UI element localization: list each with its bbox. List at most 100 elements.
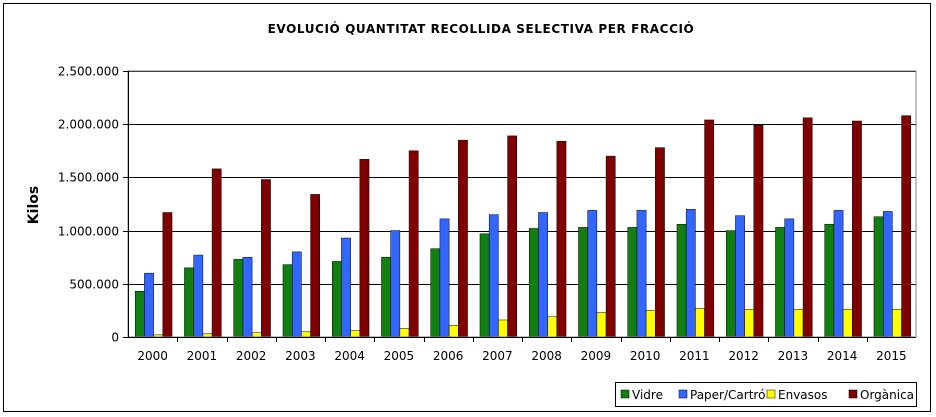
bar-paper-cartr--2014 <box>833 210 844 338</box>
legend-label-envasos: Envasos <box>778 388 828 402</box>
bar-vidre-2000 <box>134 291 145 338</box>
bar-paper-cartr--2001 <box>193 254 204 338</box>
bar-paper-cartr--2012 <box>735 215 745 338</box>
bar-org-nica-2011 <box>704 119 715 338</box>
x-tick-label: 2009 <box>581 349 612 363</box>
bar-envasos-2006 <box>448 325 459 338</box>
x-tick-label: 2005 <box>384 349 415 363</box>
axes <box>123 70 917 342</box>
y-tick-label: 1.500.000 <box>58 171 119 185</box>
y-tick-label: 2.000.000 <box>58 118 119 132</box>
x-tick-label: 2008 <box>531 349 562 363</box>
bar-org-nica-2009 <box>605 155 616 338</box>
x-tick-label: 2001 <box>187 349 218 363</box>
bars <box>134 115 912 338</box>
bar-org-nica-2008 <box>556 140 567 338</box>
bar-envasos-2003 <box>301 331 311 338</box>
x-tick-label: 2000 <box>137 349 168 363</box>
bar-org-nica-2010 <box>655 147 665 338</box>
legend-swatch-paper-cartr- <box>678 389 688 399</box>
x-tick-label: 2007 <box>482 349 513 363</box>
x-tick-label: 2014 <box>827 349 858 363</box>
bar-paper-cartr--2006 <box>439 218 450 338</box>
y-tick-label: 1.000.000 <box>58 225 119 239</box>
bar-paper-cartr--2013 <box>784 218 795 338</box>
bar-paper-cartr--2005 <box>390 230 401 338</box>
y-tick-labels: 0 500.000 1.000.000 1.500.000 2.000.000 2.500… <box>58 65 119 345</box>
bar-org-nica-2004 <box>359 159 370 338</box>
gridlines <box>128 71 916 285</box>
y-tick-label: 0 <box>111 331 119 345</box>
bar-paper-cartr--2003 <box>291 251 302 338</box>
bar-envasos-2009 <box>596 312 607 338</box>
bar-vidre-2005 <box>381 256 391 338</box>
legend-box <box>615 382 917 407</box>
bar-org-nica-2012 <box>753 125 764 338</box>
bar-org-nica-2015 <box>901 115 912 338</box>
bar-paper-cartr--2010 <box>636 210 647 338</box>
bar-paper-cartr--2011 <box>685 209 696 338</box>
bar-paper-cartr--2008 <box>538 212 548 338</box>
bar-envasos-2012 <box>744 309 755 338</box>
bar-vidre-2008 <box>528 228 539 338</box>
legend-label-vidre: Vidre <box>632 388 663 402</box>
bar-envasos-2011 <box>695 308 705 338</box>
bar-paper-cartr--2002 <box>242 256 253 338</box>
bar-envasos-2008 <box>547 316 558 338</box>
bar-vidre-2011 <box>676 223 687 338</box>
bar-envasos-2015 <box>892 309 902 338</box>
bar-org-nica-2006 <box>458 139 468 338</box>
x-tick-label: 2004 <box>334 349 365 363</box>
legend: Vidre Paper/Cartró Envasos Orgànica <box>615 382 917 407</box>
bar-vidre-2002 <box>233 259 244 338</box>
x-tick-label: 2015 <box>876 349 907 363</box>
bar-org-nica-2001 <box>211 168 222 338</box>
x-tick-label: 2002 <box>236 349 267 363</box>
bar-envasos-2004 <box>350 330 361 338</box>
bar-vidre-2006 <box>430 248 441 338</box>
bar-org-nica-2014 <box>852 120 862 338</box>
bar-org-nica-2007 <box>507 135 518 338</box>
bar-org-nica-2003 <box>310 194 321 338</box>
x-tick-label: 2003 <box>285 349 316 363</box>
legend-label-paper-cartr-: Paper/Cartró <box>690 388 765 402</box>
bar-paper-cartr--2000 <box>144 272 154 338</box>
x-tick-label: 2011 <box>679 349 710 363</box>
x-tick-label: 2010 <box>630 349 661 363</box>
bar-envasos-2014 <box>842 309 853 338</box>
bar-vidre-2010 <box>627 227 638 338</box>
bar-vidre-2001 <box>184 267 194 338</box>
bar-org-nica-2005 <box>408 150 419 338</box>
bar-envasos-2005 <box>399 328 410 338</box>
legend-swatch-vidre <box>620 389 630 399</box>
bar-vidre-2015 <box>873 216 884 338</box>
x-tick-labels: 2000 2001 2002 2003 2004 2005 2006 2007 2008 2009… <box>137 349 906 363</box>
bar-org-nica-2002 <box>261 179 271 338</box>
bar-vidre-2004 <box>331 261 342 338</box>
x-tick-label: 2013 <box>778 349 809 363</box>
bar-vidre-2012 <box>725 230 736 338</box>
x-tick-label: 2006 <box>433 349 464 363</box>
y-tick-label: 500.000 <box>69 278 119 292</box>
bar-vidre-2003 <box>282 264 293 338</box>
bar-envasos-2010 <box>645 310 656 338</box>
x-tick-label: 2012 <box>728 349 759 363</box>
bar-vidre-2007 <box>479 233 490 338</box>
bar-envasos-2007 <box>498 319 508 338</box>
bar-paper-cartr--2009 <box>587 210 598 338</box>
bar-vidre-2009 <box>578 227 588 338</box>
legend-label-org-nica: Orgànica <box>860 388 914 402</box>
bar-org-nica-2000 <box>162 212 173 338</box>
bar-envasos-2013 <box>793 309 804 338</box>
chart-title: EVOLUCIÓ QUANTITAT RECOLLIDA SELECTIVA P… <box>268 21 695 36</box>
bar-paper-cartr--2007 <box>488 214 499 338</box>
bar-vidre-2014 <box>824 223 835 338</box>
bar-envasos-2002 <box>251 332 262 338</box>
y-axis-label: Kilos <box>26 186 42 224</box>
bar-paper-cartr--2004 <box>341 237 351 338</box>
bar-paper-cartr--2015 <box>882 211 893 338</box>
bar-org-nica-2013 <box>802 117 813 338</box>
legend-swatch-org-nica <box>848 389 858 399</box>
bar-vidre-2013 <box>775 227 785 338</box>
